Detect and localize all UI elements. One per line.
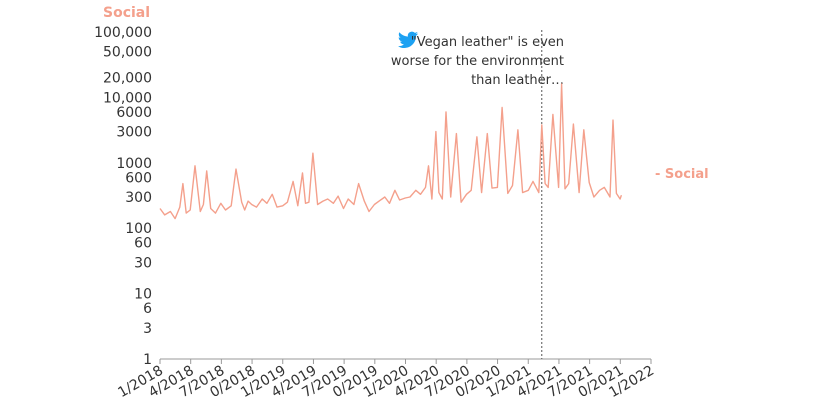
y-tick-label: 10 (134, 287, 152, 303)
y-tick-label: 50,000 (103, 45, 152, 61)
annotation-line-3: than leather… (471, 73, 564, 88)
y-tick-label: 1 (143, 352, 152, 368)
y-tick-label: 30 (134, 255, 152, 271)
y-tick-label: 6000 (116, 105, 152, 121)
y-axis-title: Social (103, 5, 150, 21)
y-tick-label: 60 (134, 236, 152, 252)
y-tick-label: 100 (125, 221, 152, 237)
series-end-label: - Social (655, 167, 709, 182)
y-tick-label: 3000 (116, 125, 152, 141)
series-line-social (159, 83, 623, 220)
y-tick-label: 20,000 (103, 71, 152, 87)
y-tick-label: 6 (143, 301, 152, 317)
annotation-line-1: "Vegan leather" is even (411, 35, 564, 50)
annotation-line-2: worse for the environment (391, 54, 564, 69)
annotation: "Vegan leather" is even worse for the en… (391, 30, 564, 359)
x-axis: 1/20184/20187/20180/20181/20194/20197/20… (115, 358, 657, 400)
y-tick-label: 600 (125, 170, 152, 186)
y-tick-label: 100,000 (94, 25, 152, 41)
twitter-bird-icon (398, 31, 418, 48)
y-tick-label: 300 (125, 190, 152, 206)
y-tick-label: 1000 (116, 156, 152, 172)
y-tick-label: 10,000 (103, 90, 152, 106)
y-tick-label: 3 (143, 321, 152, 337)
